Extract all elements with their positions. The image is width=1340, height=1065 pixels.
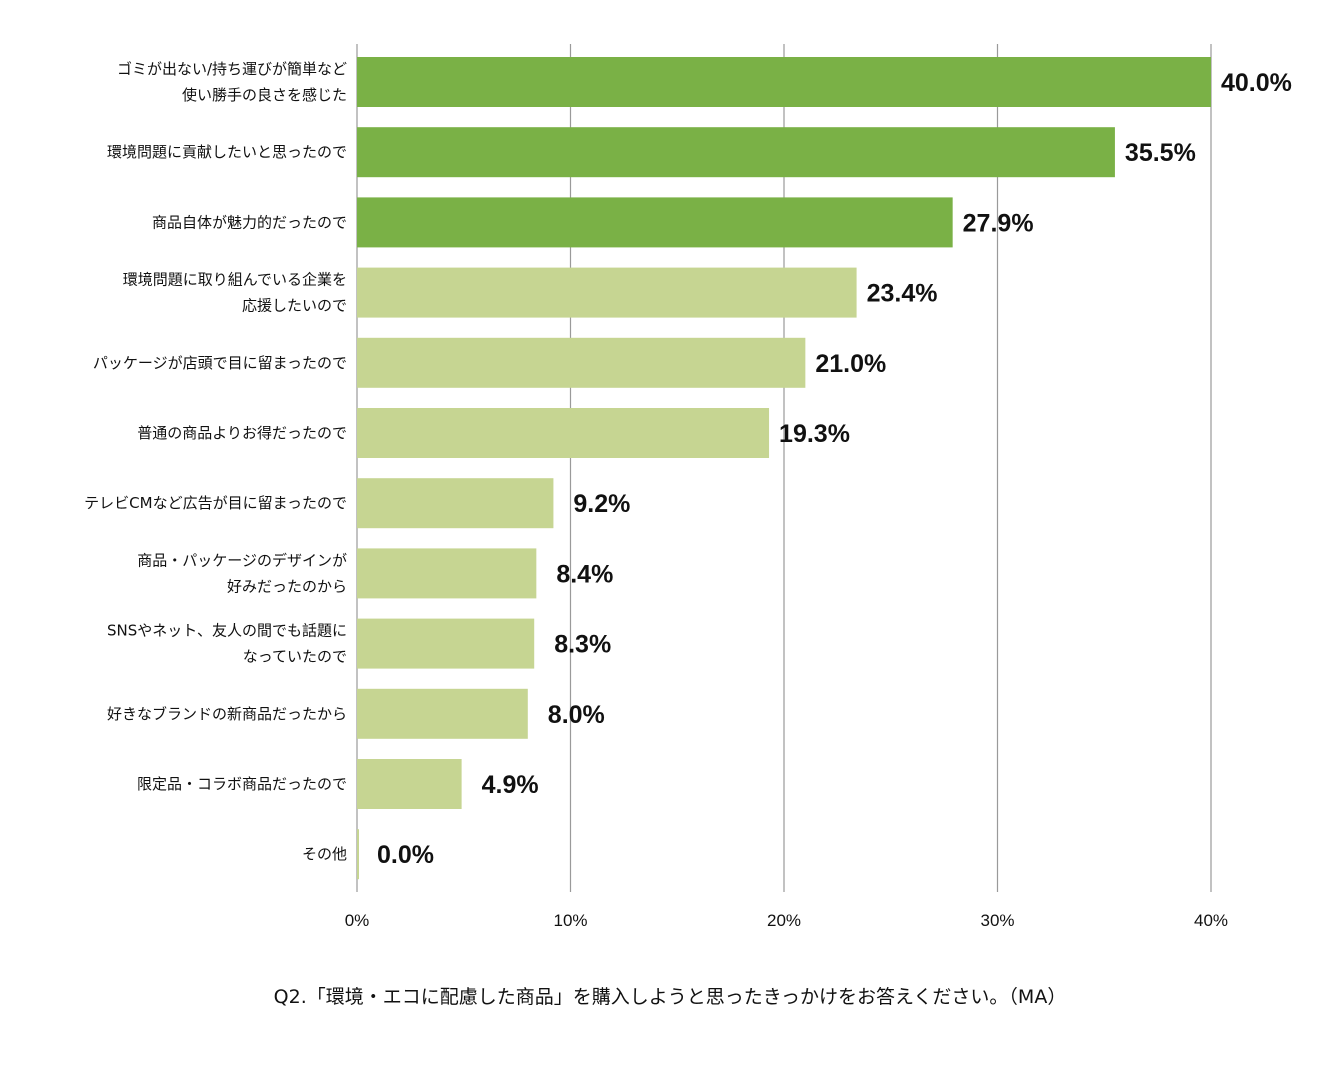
bar-value-label: 8.3% <box>554 631 611 659</box>
bar <box>357 478 554 529</box>
bar-value-label: 8.4% <box>556 560 613 588</box>
category-label: 普通の商品よりお得だったので <box>137 424 347 442</box>
category-label: 商品・パッケージのデザインが <box>137 551 347 569</box>
category-label: 環境問題に貢献したいと思ったので <box>107 143 347 161</box>
category-label: 応援したいので <box>242 297 347 315</box>
category-label: 好きなブランドの新商品だったから <box>107 705 347 723</box>
bar <box>357 197 953 248</box>
category-label: その他 <box>302 845 347 863</box>
bar-value-label: 27.9% <box>963 209 1034 237</box>
bar <box>357 829 359 880</box>
bar-value-label: 4.9% <box>482 771 539 799</box>
bar-value-label: 19.3% <box>779 420 850 448</box>
bar <box>357 408 770 458</box>
x-tick-label: 20% <box>767 911 801 930</box>
x-tick-label: 10% <box>553 911 587 930</box>
bar <box>357 618 535 669</box>
bar <box>357 127 1115 178</box>
bar <box>357 57 1211 107</box>
chart-caption: Q2.「環境・エコに配慮した商品」を購入しようと思ったきっかけをお答えください。… <box>273 986 1067 1008</box>
bar-value-label: 9.2% <box>573 490 630 518</box>
category-label: 好みだったのから <box>227 577 347 595</box>
category-label: 使い勝手の良さを感じた <box>182 86 347 104</box>
bar <box>357 337 806 388</box>
category-label: パッケージが店頭で目に留まったので <box>93 354 347 372</box>
category-label: 商品自体が魅力的だったので <box>152 213 347 231</box>
bar-value-label: 40.0% <box>1221 69 1292 97</box>
x-tick-label: 30% <box>980 911 1014 930</box>
bar <box>357 267 857 318</box>
bar <box>357 548 537 599</box>
bar <box>357 688 528 739</box>
bar-value-label: 8.0% <box>548 701 605 729</box>
bar-value-label: 23.4% <box>867 280 938 308</box>
category-label: ゴミが出ない/持ち運びが簡単など <box>117 60 347 78</box>
bar-chart: 0% 10% 20% 30% 40% 40.0% ゴミが出ない/持ち運びが簡単など使い勝手の… <box>84 44 1292 930</box>
bar-value-label: 21.0% <box>815 350 886 378</box>
category-label: なっていたので <box>243 648 347 666</box>
category-label: 環境問題に取り組んでいる企業を <box>123 271 347 289</box>
x-tick-label: 40% <box>1194 911 1228 930</box>
x-tick-label: 0% <box>345 911 370 930</box>
bar-value-label: 0.0% <box>377 841 434 869</box>
bar-value-label: 35.5% <box>1125 139 1196 167</box>
category-label: 限定品・コラボ商品だったので <box>137 775 347 793</box>
category-label: SNSやネット、友人の間でも話題に <box>107 622 347 640</box>
bar <box>357 759 462 809</box>
category-label: テレビCMなど広告が目に留まったので <box>84 494 347 512</box>
